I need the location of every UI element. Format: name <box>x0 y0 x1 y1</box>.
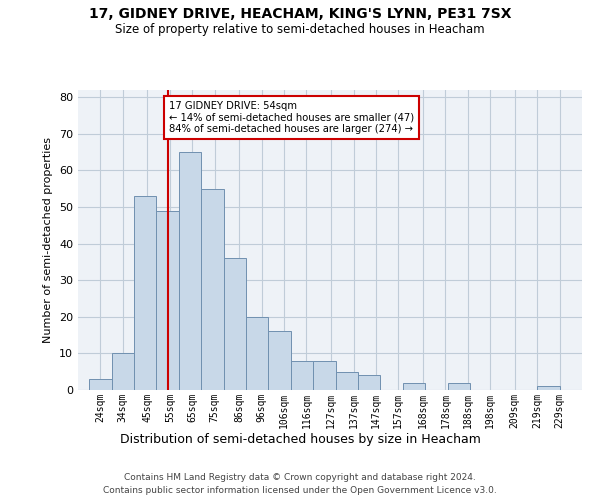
Text: 17 GIDNEY DRIVE: 54sqm
← 14% of semi-detached houses are smaller (47)
84% of sem: 17 GIDNEY DRIVE: 54sqm ← 14% of semi-det… <box>169 101 414 134</box>
Bar <box>268 332 291 390</box>
Text: 17, GIDNEY DRIVE, HEACHAM, KING'S LYNN, PE31 7SX: 17, GIDNEY DRIVE, HEACHAM, KING'S LYNN, … <box>89 8 511 22</box>
Bar <box>537 386 560 390</box>
Bar <box>89 379 112 390</box>
Text: Distribution of semi-detached houses by size in Heacham: Distribution of semi-detached houses by … <box>119 432 481 446</box>
Bar <box>157 210 179 390</box>
Text: Size of property relative to semi-detached houses in Heacham: Size of property relative to semi-detach… <box>115 22 485 36</box>
Bar <box>112 354 134 390</box>
Bar <box>335 372 358 390</box>
Bar <box>246 317 268 390</box>
Bar <box>224 258 246 390</box>
Y-axis label: Number of semi-detached properties: Number of semi-detached properties <box>43 137 53 343</box>
Bar <box>403 382 425 390</box>
Bar <box>313 360 335 390</box>
Text: Contains HM Land Registry data © Crown copyright and database right 2024.: Contains HM Land Registry data © Crown c… <box>124 472 476 482</box>
Bar <box>134 196 157 390</box>
Bar <box>179 152 201 390</box>
Bar <box>291 360 313 390</box>
Bar <box>201 189 224 390</box>
Text: Contains public sector information licensed under the Open Government Licence v3: Contains public sector information licen… <box>103 486 497 495</box>
Bar <box>448 382 470 390</box>
Bar <box>358 376 380 390</box>
